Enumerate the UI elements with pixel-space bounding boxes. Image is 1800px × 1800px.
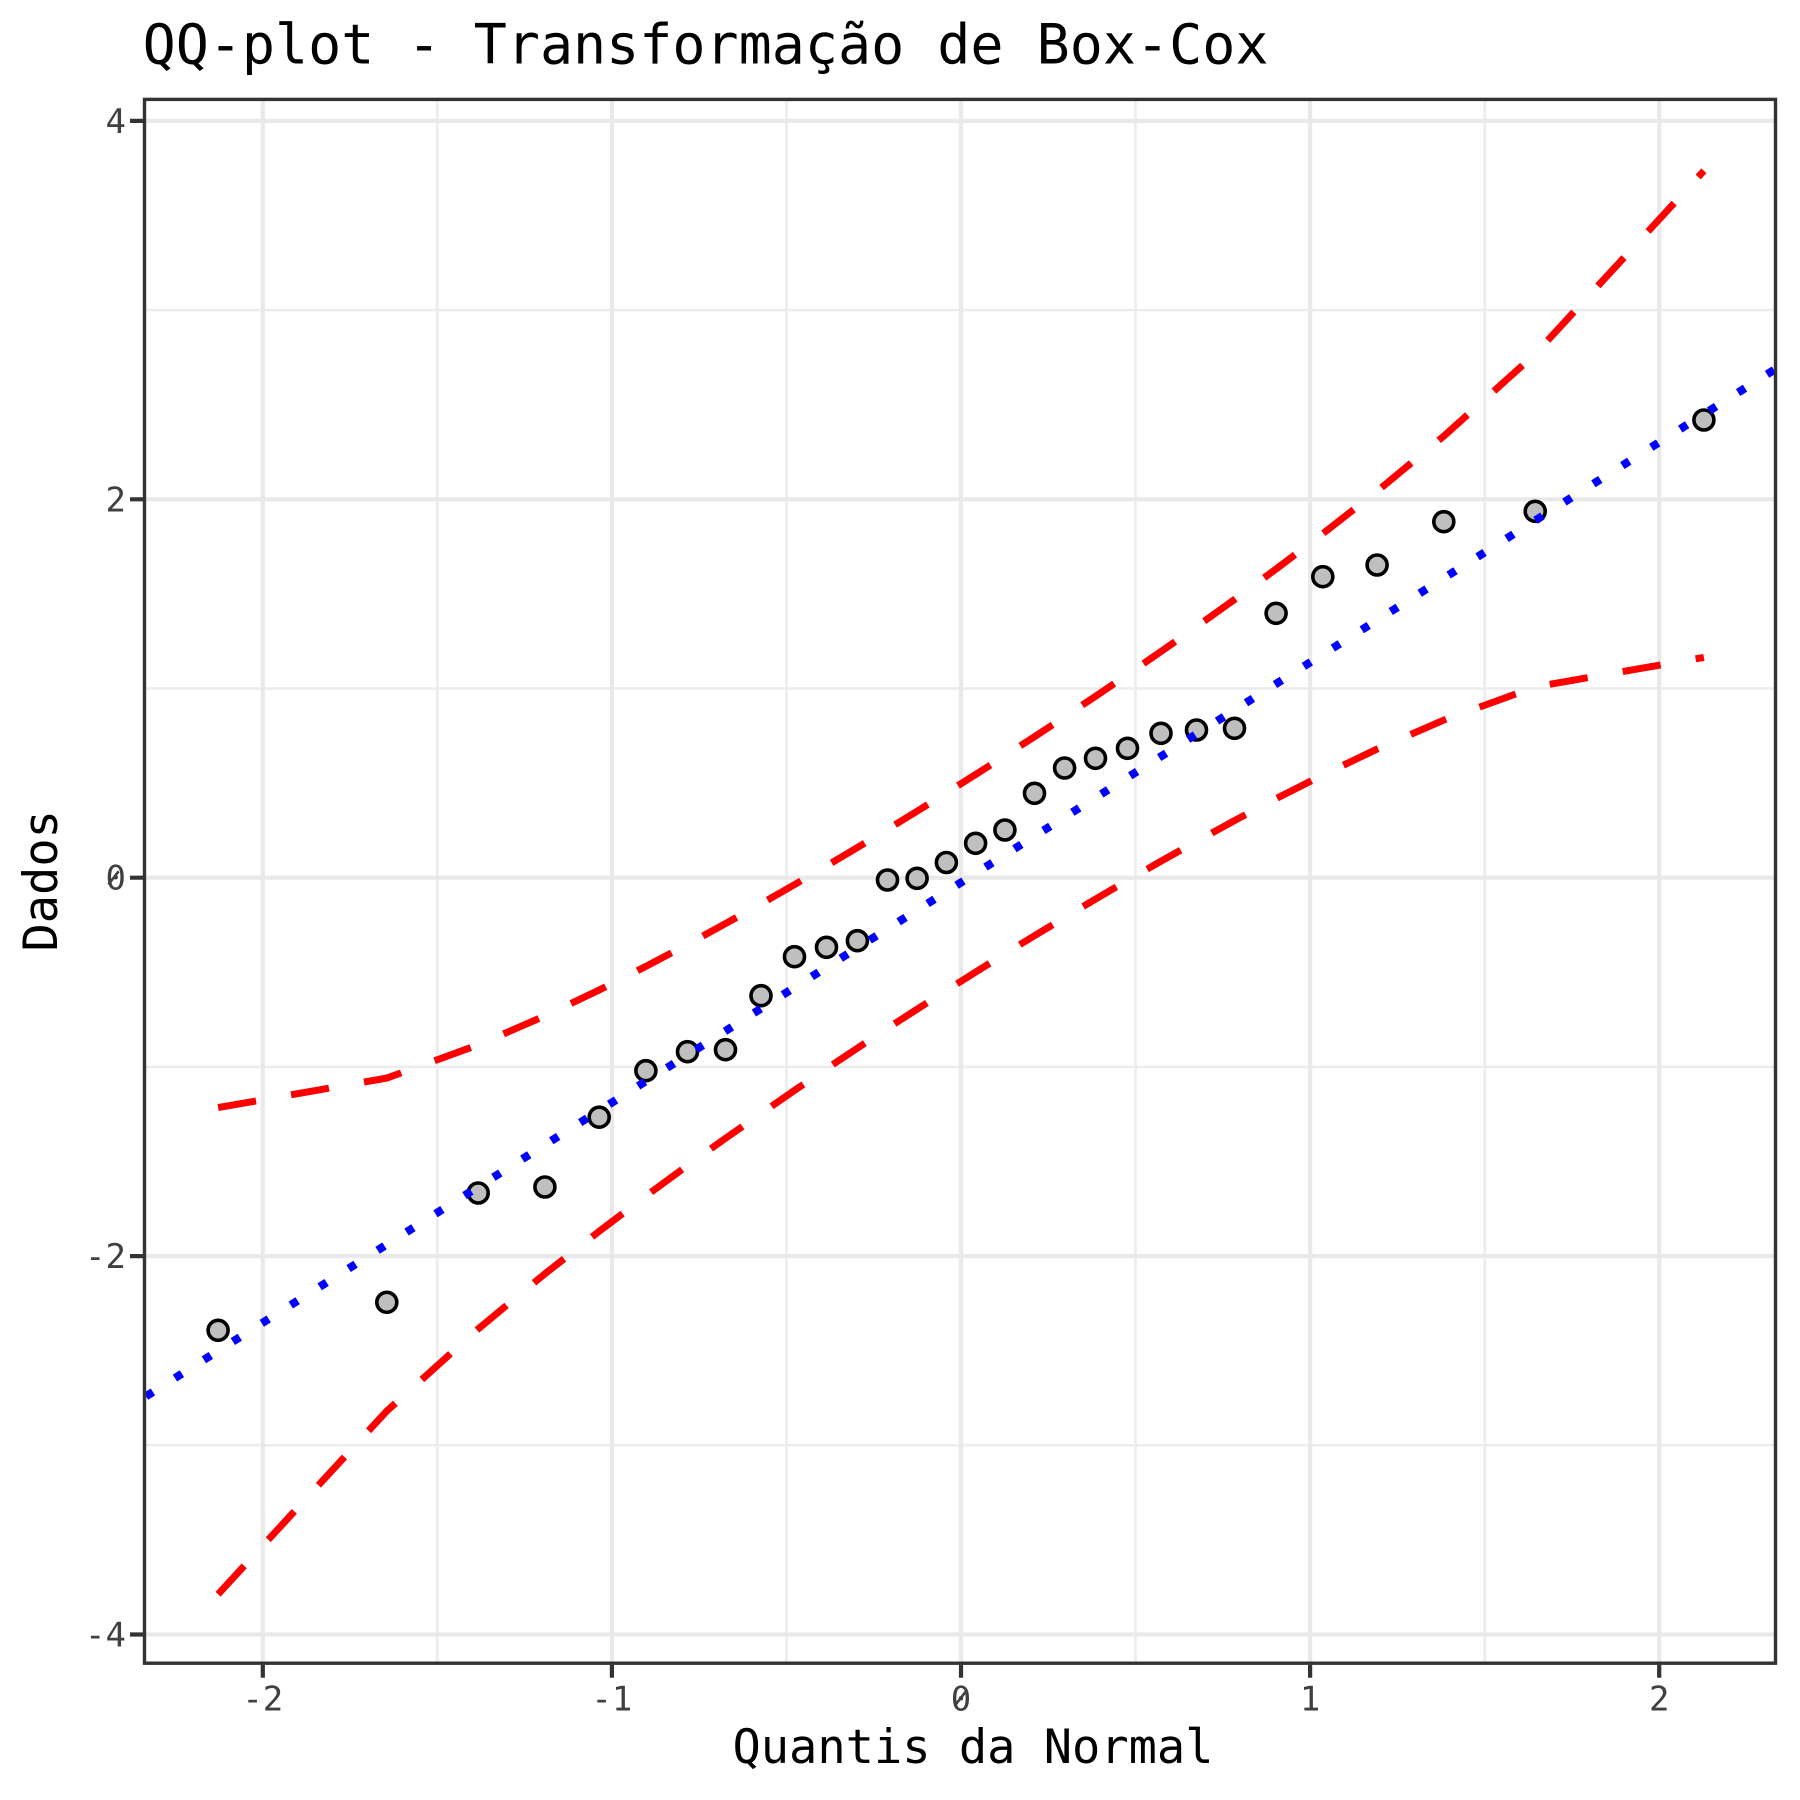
svg-text:2: 2 bbox=[1649, 1680, 1669, 1720]
svg-text:0: 0 bbox=[106, 859, 126, 899]
svg-text:-2: -2 bbox=[242, 1680, 283, 1720]
svg-text:-2: -2 bbox=[85, 1237, 126, 1277]
svg-text:4: 4 bbox=[106, 102, 126, 142]
svg-text:-4: -4 bbox=[85, 1616, 126, 1656]
svg-text:QQ-plot - Transformação de Box: QQ-plot - Transformação de Box-Cox bbox=[143, 13, 1269, 77]
svg-text:Dados: Dados bbox=[14, 810, 69, 951]
svg-text:Quantis da Normal: Quantis da Normal bbox=[732, 1720, 1213, 1775]
svg-text:1: 1 bbox=[1300, 1680, 1320, 1720]
svg-text:-1: -1 bbox=[591, 1680, 632, 1720]
svg-text:2: 2 bbox=[106, 480, 126, 520]
